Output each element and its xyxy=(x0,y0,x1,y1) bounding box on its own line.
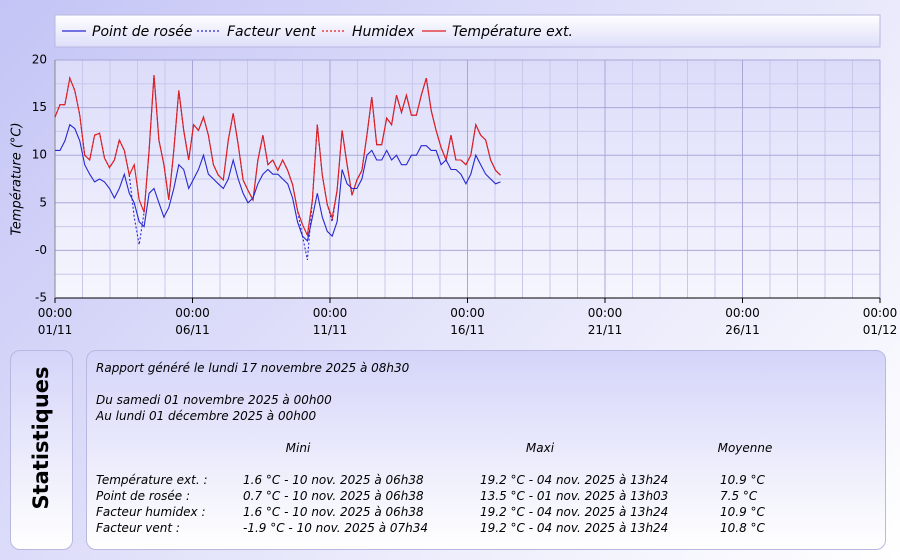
y-tick-label: -0 xyxy=(35,243,47,257)
x-tick-label: 00:00 21/11 xyxy=(587,306,623,337)
stat-value: 1.6 °C - 10 nov. 2025 à 06h38 xyxy=(243,505,424,519)
stat-value: 10.9 °C xyxy=(720,505,765,519)
row-label: Point de rosée : xyxy=(96,489,191,503)
stat-value: 7.5 °C xyxy=(720,489,758,503)
stat-value: 19.2 °C - 04 nov. 2025 à 13h24 xyxy=(480,521,669,535)
x-tick-label: 00:00 06/11 xyxy=(175,306,210,337)
x-tick-label: 00:00 26/11 xyxy=(725,306,760,337)
x-tick-label: 00:00 16/11 xyxy=(450,306,485,337)
stats-title-box xyxy=(10,350,73,550)
column-header: Maxi xyxy=(525,441,555,455)
y-tick-label: 20 xyxy=(32,53,47,67)
stat-value: 0.7 °C - 10 nov. 2025 à 06h38 xyxy=(243,489,424,503)
stats-title: Statistiques xyxy=(29,366,53,510)
legend-label: Point de rosée xyxy=(92,24,193,40)
row-label: Facteur humidex : xyxy=(96,505,206,519)
stat-value: 10.8 °C xyxy=(720,521,765,535)
stat-value: 13.5 °C - 01 nov. 2025 à 13h03 xyxy=(480,489,669,503)
stat-value: -1.9 °C - 10 nov. 2025 à 07h34 xyxy=(243,521,429,535)
stat-value: 1.6 °C - 10 nov. 2025 à 06h38 xyxy=(243,473,424,487)
y-tick-label: 15 xyxy=(32,100,47,114)
report-generated: Rapport généré le lundi 17 novembre 2025… xyxy=(96,361,410,375)
column-header: Mini xyxy=(285,441,311,455)
series-line xyxy=(55,123,501,242)
row-label: Température ext. : xyxy=(96,473,208,487)
y-tick-label: -5 xyxy=(35,291,47,305)
stat-value: 10.9 °C xyxy=(720,473,765,487)
legend-label: Température ext. xyxy=(452,24,573,40)
x-tick-label: 00:00 01/11 xyxy=(37,306,73,337)
legend-label: Facteur vent xyxy=(227,24,316,40)
chart: Température (°C) 20 15 10 5 -0 -5 Point de ros… xyxy=(10,14,881,305)
y-tick-label: 5 xyxy=(39,195,47,209)
x-tick-label: 00:00 11/11 xyxy=(312,306,348,337)
report-to: Au lundi 01 décembre 2025 à 00h00 xyxy=(96,409,317,423)
y-axis-label: Température (°C) xyxy=(10,122,25,235)
row-label: Facteur vent : xyxy=(96,521,180,535)
y-tick-label: 10 xyxy=(32,148,47,162)
stat-value: 19.2 °C - 04 nov. 2025 à 13h24 xyxy=(480,473,669,487)
x-tick-label: 00:00 01/12 xyxy=(862,306,898,337)
legend-box xyxy=(54,14,881,48)
report-from: Du samedi 01 novembre 2025 à 00h00 xyxy=(96,393,332,407)
stats-box xyxy=(86,350,886,550)
stat-value: 19.2 °C - 04 nov. 2025 à 13h24 xyxy=(480,505,669,519)
legend-label: Humidex xyxy=(352,24,415,40)
series-line xyxy=(54,75,501,238)
column-header: Moyenne xyxy=(717,441,773,455)
